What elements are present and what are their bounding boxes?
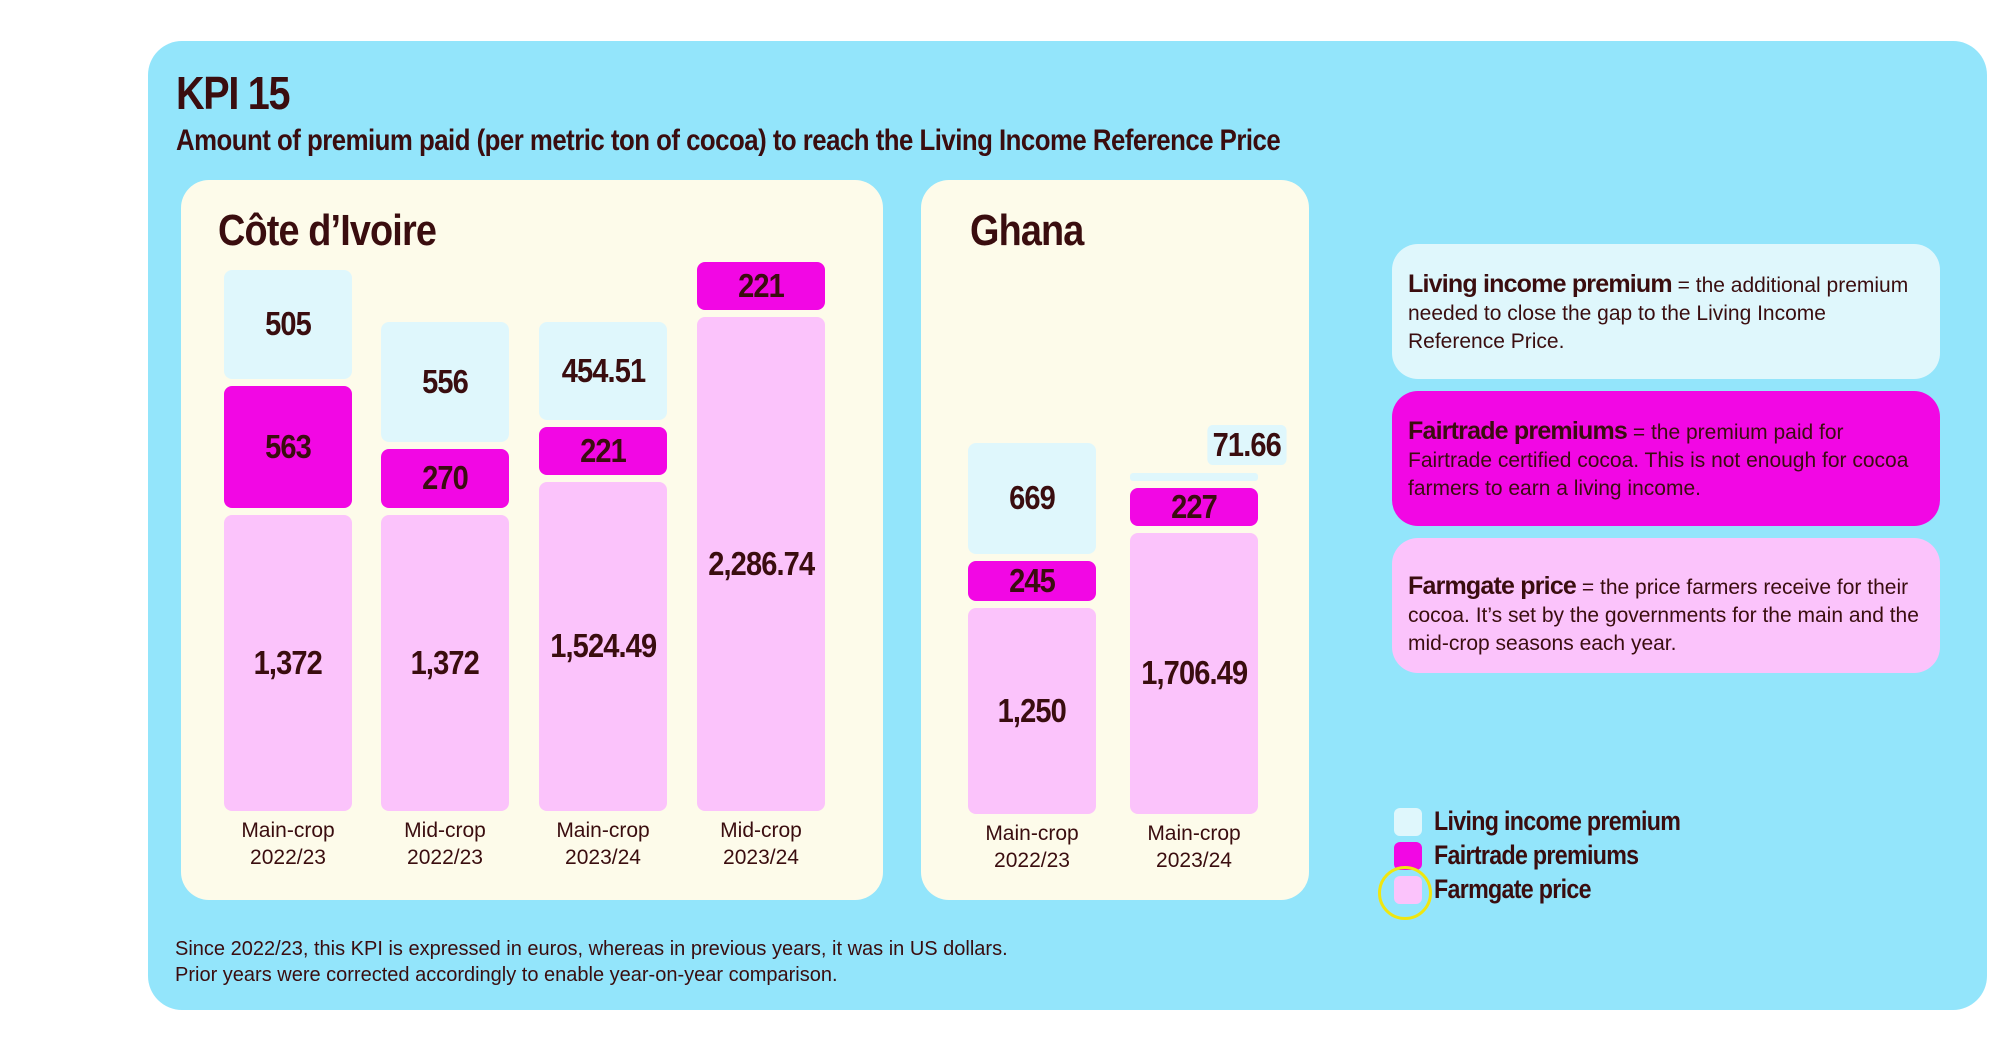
definition-term: Farmgate price (1408, 572, 1577, 600)
fairtrade-segment: 227 (1130, 488, 1258, 526)
legend-label: Living income premium (1434, 806, 1681, 836)
definition-text: = the additional premium needed to close… (1408, 274, 1909, 353)
farmgate-segment: 1,706.49 (1130, 532, 1258, 814)
fairtrade-segment: 221 (697, 262, 825, 311)
x-tick-label: Main-crop 2022/23 (218, 817, 358, 871)
x-tick-label-line: Mid-crop (404, 819, 486, 842)
x-tick-label-line: Main-crop (985, 822, 1079, 845)
data-label: 71.66 (1207, 425, 1287, 466)
highlight-ring (1378, 866, 1432, 920)
chart-subtitle: Amount of premium paid (per metric ton o… (176, 124, 1281, 157)
x-tick-label-line: 2022/23 (250, 846, 326, 869)
data-label: 454.51 (561, 351, 645, 389)
data-label: 221 (738, 267, 785, 305)
definition-farmgate-price: Farmgate price = the price farmers recei… (1392, 538, 1940, 673)
x-tick-label: Main-crop 2023/24 (533, 817, 673, 871)
data-label: 2,286.74 (707, 545, 815, 583)
x-tick-label-line: 2023/24 (723, 846, 799, 869)
x-tick-label-line: 2023/24 (565, 846, 641, 869)
ghana-title: Ghana (970, 206, 1084, 255)
definition-fairtrade-premiums: Fairtrade premiums = the premium paid fo… (1392, 391, 1940, 526)
data-label: 1,250 (997, 692, 1067, 729)
x-tick-label-line: Main-crop (1147, 822, 1241, 845)
fairtrade-segment: 563 (224, 386, 352, 508)
definition-text: = the premium paid for Fairtrade certifi… (1408, 421, 1909, 500)
footnote: Since 2022/23, this KPI is expressed in … (175, 938, 1008, 986)
data-label: 669 (1009, 479, 1056, 517)
living-income-segment: 505 (224, 269, 352, 380)
x-tick-label: Main-crop 2022/23 (962, 820, 1102, 874)
definition-term: Fairtrade premiums (1408, 417, 1628, 445)
legend-label: Fairtrade premiums (1434, 840, 1639, 870)
data-label: 1,372 (253, 643, 323, 681)
cote-divoire-title: Côte d’Ivoire (218, 206, 437, 255)
data-label: 1,706.49 (1140, 654, 1248, 692)
x-tick-label: Mid-crop 2023/24 (691, 817, 831, 871)
x-tick-label-line: Main-crop (556, 819, 650, 842)
x-tick-label-line: 2023/24 (1156, 849, 1232, 872)
legend-swatch-fairtrade (1394, 842, 1422, 870)
farmgate-segment: 2,286.74 (697, 317, 825, 811)
living-income-segment: 454.51 (539, 321, 667, 420)
fairtrade-segment: 245 (968, 560, 1096, 601)
data-label: 270 (422, 459, 469, 497)
farmgate-segment: 1,250 (968, 608, 1096, 814)
data-label: 563 (265, 427, 312, 465)
data-label: 556 (422, 363, 469, 401)
definition-living-income-premium: Living income premium = the additional p… (1392, 244, 1940, 379)
data-label: 227 (1171, 488, 1218, 526)
data-label: 221 (580, 431, 627, 469)
fairtrade-segment: 270 (381, 449, 509, 508)
farmgate-segment: 1,524.49 (539, 481, 667, 811)
legend-label: Farmgate price (1434, 874, 1592, 904)
farmgate-segment: 1,372 (224, 514, 352, 811)
legend-swatch-living-income (1394, 808, 1422, 836)
definition-text: = the price farmers receive for their co… (1408, 576, 1919, 655)
living-income-segment: 669 (968, 443, 1096, 554)
x-tick-label-line: 2022/23 (994, 849, 1070, 872)
data-label: 1,524.49 (549, 627, 657, 665)
farmgate-segment: 1,372 (381, 514, 509, 811)
data-label: 505 (265, 305, 312, 343)
x-tick-label: Main-crop 2023/24 (1124, 820, 1264, 874)
data-label: 1,372 (410, 643, 480, 681)
fairtrade-segment: 221 (539, 426, 667, 475)
x-tick-label: Mid-crop 2022/23 (375, 817, 515, 871)
data-label: 245 (1009, 561, 1056, 599)
definition-term: Living income premium (1408, 270, 1673, 298)
x-tick-label-line: Main-crop (241, 819, 335, 842)
living-income-segment: 556 (381, 322, 509, 443)
x-tick-label-line: 2022/23 (407, 846, 483, 869)
kpi-title: KPI 15 (176, 67, 290, 119)
x-tick-label-line: Mid-crop (720, 819, 802, 842)
living-income-segment (1130, 473, 1258, 482)
